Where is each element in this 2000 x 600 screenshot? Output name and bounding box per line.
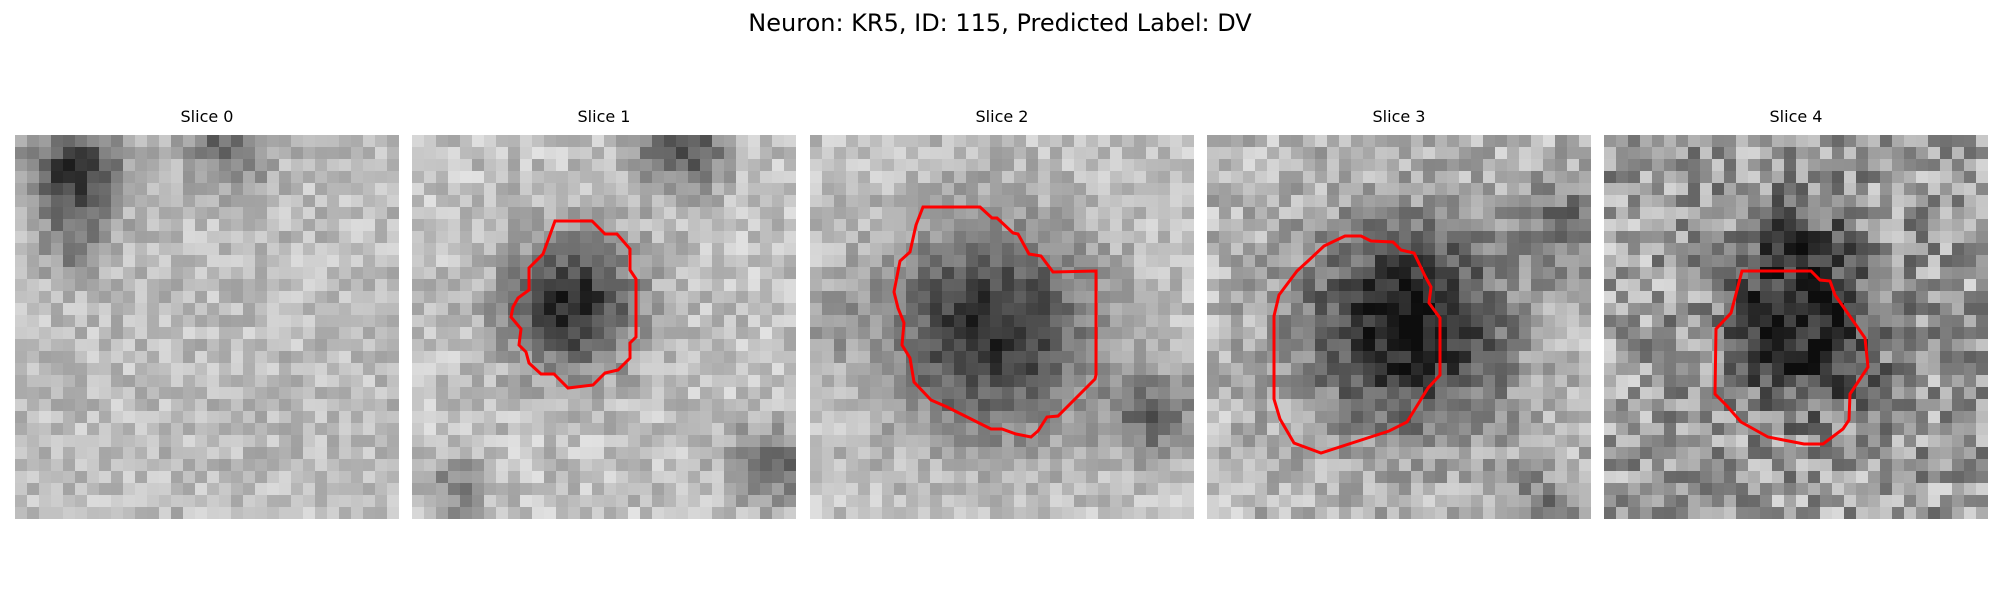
slice-title-2: Slice 2 <box>975 107 1029 126</box>
slice-title-1: Slice 1 <box>577 107 631 126</box>
slice-image-4 <box>1604 135 1988 519</box>
slice-image-2 <box>810 135 1194 519</box>
slice-image-1 <box>412 135 796 519</box>
slice-pixels-4 <box>1604 135 1988 519</box>
slice-pixels-3 <box>1207 135 1591 519</box>
figure-title: Neuron: KR5, ID: 115, Predicted Label: D… <box>748 9 1252 37</box>
slice-pixels-2 <box>810 135 1194 519</box>
slice-pixels-1 <box>412 135 796 519</box>
slice-pixels-0 <box>15 135 399 519</box>
slice-image-0 <box>15 135 399 519</box>
neuron-contour-2 <box>892 205 1098 439</box>
neuron-contour-1 <box>509 219 638 390</box>
slice-title-4: Slice 4 <box>1769 107 1823 126</box>
slice-title-3: Slice 3 <box>1372 107 1426 126</box>
neuron-contour-4 <box>1713 269 1870 446</box>
neuron-contour-3 <box>1272 234 1442 455</box>
slice-title-0: Slice 0 <box>180 107 234 126</box>
slice-image-3 <box>1207 135 1591 519</box>
